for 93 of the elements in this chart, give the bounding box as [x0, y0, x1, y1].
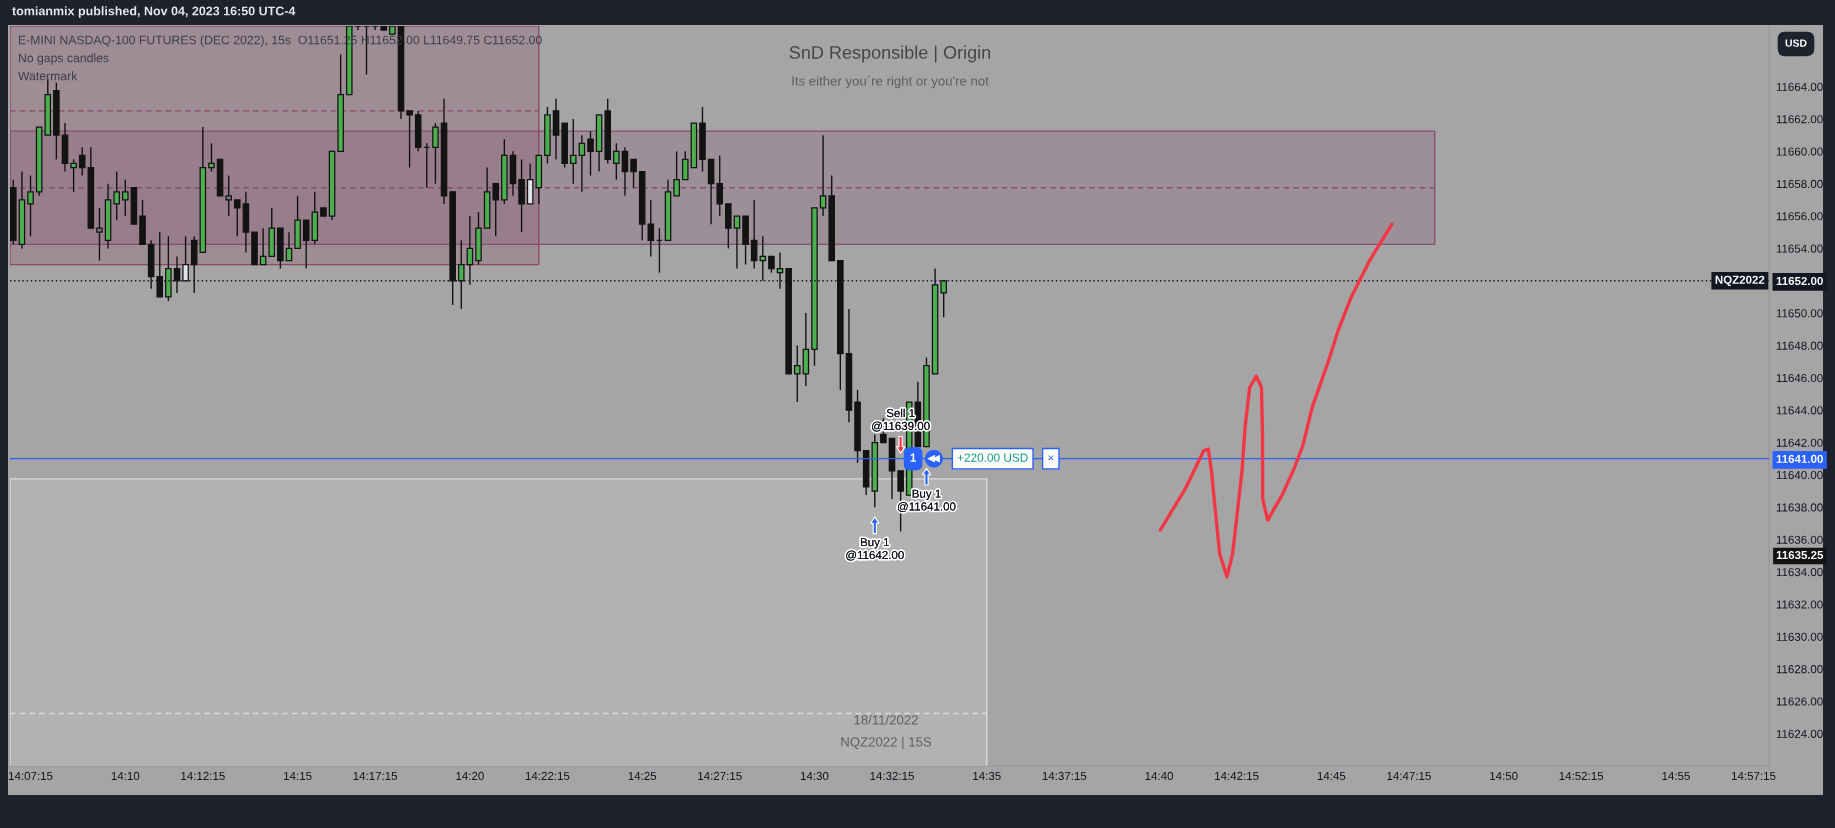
y-tick-label: 11656.00 — [1776, 212, 1823, 221]
x-tick-label: 14:12:15 — [181, 771, 225, 781]
x-tick-label: 14:30 — [800, 771, 829, 781]
y-tick-label: 11660.00 — [1776, 147, 1823, 156]
annotation: NQZ2022 | 15S — [841, 736, 932, 750]
text: SnD Responsible | Origin — [789, 45, 991, 63]
x-tick-label: 14:45 — [1317, 771, 1346, 781]
candlestick — [819, 134, 827, 217]
candlestick — [78, 146, 86, 177]
y-tick-label: 11648.00 — [1776, 341, 1823, 350]
candlestick — [27, 174, 34, 237]
candlestick — [793, 344, 801, 403]
candlestick — [630, 158, 637, 189]
y-tick-label: 11632.00 — [1776, 600, 1823, 609]
y-tick-label: 11644.00 — [1776, 406, 1823, 415]
candlestick — [122, 178, 129, 217]
candlestick — [613, 142, 620, 181]
y-tick-label: 11652.00 — [1776, 276, 1823, 286]
candlestick — [208, 142, 215, 173]
candlestick — [156, 231, 164, 298]
annotation: +220.00 USD — [957, 453, 1028, 462]
annotation: Buy 1 @11642.00 — [846, 538, 904, 561]
candlestick — [673, 150, 680, 197]
candlestick — [113, 170, 120, 221]
candlestick — [457, 239, 465, 310]
annotation: Watermark — [18, 71, 78, 81]
ref-line-label: NQZ2022 — [1715, 275, 1765, 286]
y-tick-label: 11636.00 — [1776, 535, 1823, 544]
y-tick-label: 11664.00 — [1776, 82, 1823, 91]
annotation: × — [1048, 455, 1054, 461]
x-tick-label: 14:35 — [973, 771, 1001, 781]
y-tick-label: 11658.00 — [1776, 179, 1823, 188]
text: USD — [1785, 39, 1807, 47]
text: tomianmix published, Nov 04, 2023 16:50 UTC-4 — [12, 6, 296, 18]
candlestick — [285, 231, 293, 262]
y-tick-label: 11628.00 — [1776, 665, 1823, 674]
annotation: 1 — [910, 453, 917, 462]
y-tick-label: 11646.00 — [1776, 373, 1823, 383]
candlestick — [621, 146, 629, 197]
x-tick-label: 14:42:15 — [1215, 771, 1259, 781]
candlestick — [716, 154, 724, 217]
candlestick — [750, 199, 758, 270]
x-tick-label: 14:10 — [111, 771, 140, 781]
candlestick — [432, 122, 439, 185]
candlestick — [587, 130, 594, 177]
candlestick — [681, 150, 689, 181]
x-tick-label: 14:22:15 — [525, 771, 570, 781]
y-tick-label: 11662.00 — [1776, 115, 1823, 124]
candlestick — [776, 251, 784, 290]
x-tick-label: 14:40 — [1145, 771, 1174, 781]
x-tick-label: 14:20 — [456, 771, 484, 781]
candlestick — [406, 110, 413, 169]
y-tick-label: 11626.00 — [1776, 697, 1823, 706]
candlestick — [733, 215, 741, 270]
x-tick-label: 14:15 — [284, 771, 312, 781]
x-tick-label: 14:57:15 — [1731, 771, 1776, 781]
y-tick-label: 11640.00 — [1776, 470, 1823, 480]
candlestick — [940, 280, 947, 318]
x-tick-label: 14:47:15 — [1387, 771, 1431, 781]
candlestick — [302, 219, 310, 270]
x-tick-label: 14:17:15 — [353, 771, 398, 781]
text: Its either you´re right or you're not — [792, 75, 989, 89]
x-tick-label: 14:50 — [1490, 771, 1518, 781]
y-tick-label: 11630.00 — [1776, 632, 1823, 641]
x-tick-label: 14:25 — [628, 771, 657, 781]
y-tick-label: 11641.00 — [1776, 454, 1823, 463]
annotation: 18/11/2022 — [854, 714, 918, 725]
x-tick-label: 14:52:15 — [1559, 771, 1604, 781]
candlestick — [182, 235, 189, 282]
candlestick — [96, 207, 103, 262]
x-tick-label: 14:27:15 — [698, 771, 742, 781]
y-tick-label: 11638.00 — [1776, 503, 1823, 512]
y-tick-label: 11642.00 — [1776, 438, 1823, 447]
candlestick — [578, 134, 586, 193]
candlestick — [492, 183, 500, 237]
x-tick-label: 14:32:15 — [870, 771, 914, 781]
candlestick — [466, 215, 474, 286]
candlestick — [70, 158, 77, 193]
candlestick — [233, 199, 241, 237]
candlestick — [759, 235, 767, 282]
candlestick — [569, 118, 577, 185]
text: 11635.25 — [1776, 550, 1824, 560]
annotation: No gaps candles — [19, 53, 109, 65]
y-tick-label: 11650.00 — [1776, 309, 1823, 318]
y-tick-label: 11654.00 — [1776, 244, 1823, 253]
y-tick-label: 11624.00 — [1776, 729, 1823, 738]
candlestick — [259, 227, 267, 266]
x-tick-label: 14:07:15 — [8, 771, 53, 781]
x-tick-label: 14:37:15 — [1042, 771, 1087, 781]
x-tick-label: 14:55 — [1662, 771, 1690, 781]
line-series — [1158, 222, 1394, 579]
candlestick — [225, 174, 232, 217]
y-tick-label: 11634.00 — [1776, 568, 1823, 577]
